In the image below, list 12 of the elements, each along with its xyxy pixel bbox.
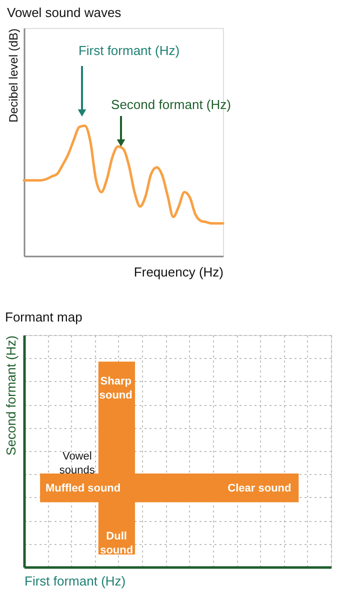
text: First formant (Hz)	[24, 574, 126, 588]
text: Clear sound	[228, 482, 292, 495]
text: First formant (Hz)	[78, 43, 180, 58]
text: Dull sound	[100, 530, 134, 557]
text: Sharp sound	[99, 375, 132, 402]
y-axis-title: Decibel level (dB)	[6, 28, 20, 123]
text: Second formant (Hz)	[111, 97, 231, 112]
x-axis-title: Frequency (Hz)	[134, 264, 224, 280]
chart-title: Vowel sound waves	[7, 5, 122, 20]
text: Muffled sound	[45, 482, 121, 495]
text: Second formant (Hz)	[4, 336, 18, 456]
text: Formant map	[5, 309, 82, 324]
